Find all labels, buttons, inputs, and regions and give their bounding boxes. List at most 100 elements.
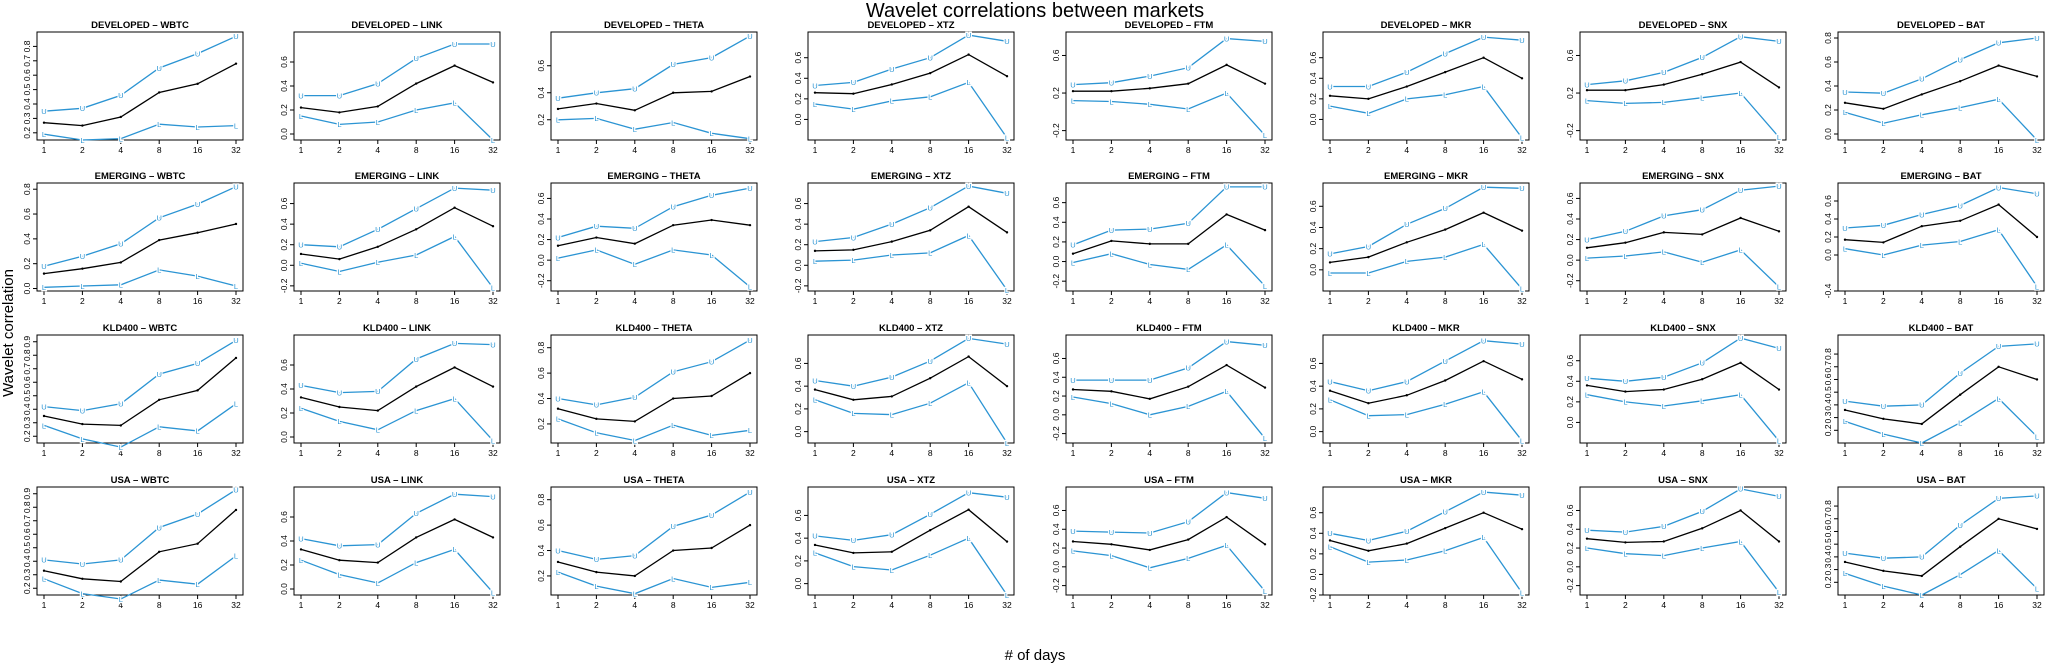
- series-line-upper: [814, 337, 1008, 387]
- point-marker-lower: L: [1005, 134, 1009, 143]
- point-marker-upper: U: [156, 370, 161, 379]
- y-tick-label: 0.0: [1308, 264, 1318, 276]
- x-tick-label: 1: [813, 600, 818, 610]
- point-marker-lower: L: [1328, 542, 1332, 551]
- point-marker-upper: U: [1957, 521, 1962, 530]
- x-tick-label: 2: [1366, 145, 1371, 155]
- y-tick-label: 0.0: [1565, 561, 1575, 573]
- x-tick-label: 32: [1260, 145, 1270, 155]
- y-tick-label: 0.8: [1823, 500, 1833, 512]
- panel-frame: [550, 182, 758, 292]
- point-marker-estimate: [1662, 83, 1666, 86]
- point-marker-estimate: [234, 62, 238, 65]
- point-marker-estimate: [2035, 75, 2039, 78]
- x-tick-label: 4: [889, 145, 894, 155]
- point-marker-upper: U: [490, 186, 495, 195]
- point-marker-lower: L: [1263, 131, 1267, 140]
- point-marker-estimate: [1624, 390, 1627, 393]
- point-marker-upper: U: [375, 387, 380, 396]
- point-marker-lower: L: [1328, 396, 1332, 405]
- point-marker-estimate: [1739, 60, 1742, 64]
- point-marker-lower: L: [80, 282, 84, 291]
- point-marker-upper: U: [452, 339, 457, 348]
- panel: KLD400 – LINK 1 2 4 8 16 32 0.0 0.2 0.4 0.6 L L L L L L U…: [279, 323, 501, 458]
- y-tick-label: 0.4: [1823, 80, 1833, 92]
- point-marker-upper: U: [632, 551, 637, 560]
- point-marker-upper: U: [1699, 359, 1704, 368]
- y-tick-label: 0.8: [1823, 348, 1833, 360]
- series-line-upper: [1072, 491, 1266, 534]
- x-tick-label: 16: [964, 448, 974, 458]
- x-tick-label: 16: [707, 600, 717, 610]
- panel-frame: [36, 334, 244, 444]
- point-marker-estimate: [1444, 70, 1447, 74]
- point-marker-upper: U: [1109, 226, 1114, 235]
- y-tick-label: 0.6: [1823, 56, 1833, 68]
- panel: KLD400 – THETA 1 2 4 8 16 32 0.2 0.4 0.6 0.8 L L L L L L…: [536, 323, 758, 458]
- point-marker-estimate: [119, 115, 123, 119]
- point-marker-lower: L: [1520, 285, 1524, 294]
- point-marker-upper: U: [747, 488, 752, 497]
- x-tick-label: 32: [1774, 145, 1784, 155]
- panel-frame: [807, 486, 1015, 596]
- y-tick-label: 0.6: [1308, 200, 1318, 212]
- point-marker-estimate: [338, 111, 341, 114]
- point-marker-estimate: [1225, 63, 1228, 67]
- panel-frame: [550, 31, 758, 141]
- point-marker-estimate: [1005, 231, 1009, 234]
- y-tick-label: 0.6: [279, 197, 289, 209]
- point-marker-upper: U: [1919, 75, 1924, 84]
- point-marker-estimate: [1225, 363, 1228, 367]
- point-marker-estimate: [1701, 378, 1704, 381]
- panel-frame: [1837, 31, 2045, 141]
- panel: USA – THETA 1 2 4 8 16 32 0.2 0.4 0.6 0.8 L L L L L L U U U…: [536, 475, 758, 610]
- x-tick-label: 2: [1623, 296, 1628, 306]
- point-marker-upper: U: [1996, 494, 2001, 503]
- series-line-lower: [43, 555, 237, 600]
- point-marker-estimate: [1777, 230, 1781, 233]
- point-marker-upper: U: [1699, 507, 1704, 516]
- x-tick-label: 8: [1443, 600, 1448, 610]
- point-marker-upper: U: [1738, 186, 1743, 195]
- point-marker-upper: U: [41, 402, 46, 411]
- point-marker-upper: U: [966, 488, 971, 497]
- series-line-upper: [1586, 36, 1780, 86]
- x-tick-label: 1: [556, 448, 561, 458]
- point-marker-upper: U: [851, 382, 856, 391]
- point-marker-estimate: [299, 106, 303, 109]
- point-marker-lower: L: [967, 379, 971, 388]
- y-tick-label: 0.3: [22, 112, 32, 124]
- series-line-lower: [1072, 544, 1266, 592]
- point-marker-lower: L: [928, 93, 932, 102]
- series-line-lower: [814, 381, 1008, 444]
- point-marker-lower: L: [299, 404, 303, 413]
- point-marker-estimate: [1585, 537, 1589, 540]
- point-marker-upper: U: [1109, 528, 1114, 537]
- panel-title: DEVELOPED – THETA: [604, 20, 704, 31]
- point-marker-upper: U: [1481, 33, 1486, 42]
- point-marker-estimate: [556, 560, 560, 564]
- series-line-estimate: [1844, 518, 2038, 577]
- point-marker-estimate: [1148, 397, 1152, 401]
- point-marker-upper: U: [927, 510, 932, 519]
- y-tick-label: 0.6: [1565, 192, 1575, 204]
- y-tick-label: 0.6: [22, 376, 32, 388]
- x-tick-label: 1: [42, 296, 47, 306]
- point-marker-lower: L: [671, 246, 675, 255]
- x-tick-label: 4: [632, 296, 637, 306]
- x-tick-label: 32: [745, 448, 755, 458]
- x-tick-label: 4: [1147, 145, 1152, 155]
- series-line-estimate: [814, 205, 1008, 252]
- x-tick-label: 1: [299, 448, 304, 458]
- x-tick-label: 8: [671, 600, 676, 610]
- point-marker-estimate: [158, 238, 161, 242]
- point-marker-estimate: [299, 548, 303, 551]
- point-marker-lower: L: [299, 259, 303, 268]
- point-marker-estimate: [376, 105, 379, 108]
- point-marker-estimate: [119, 580, 123, 583]
- x-tick-label: 8: [1958, 296, 1963, 306]
- y-tick-label: 0.7: [22, 55, 32, 67]
- y-tick-label: 0.0: [536, 254, 546, 266]
